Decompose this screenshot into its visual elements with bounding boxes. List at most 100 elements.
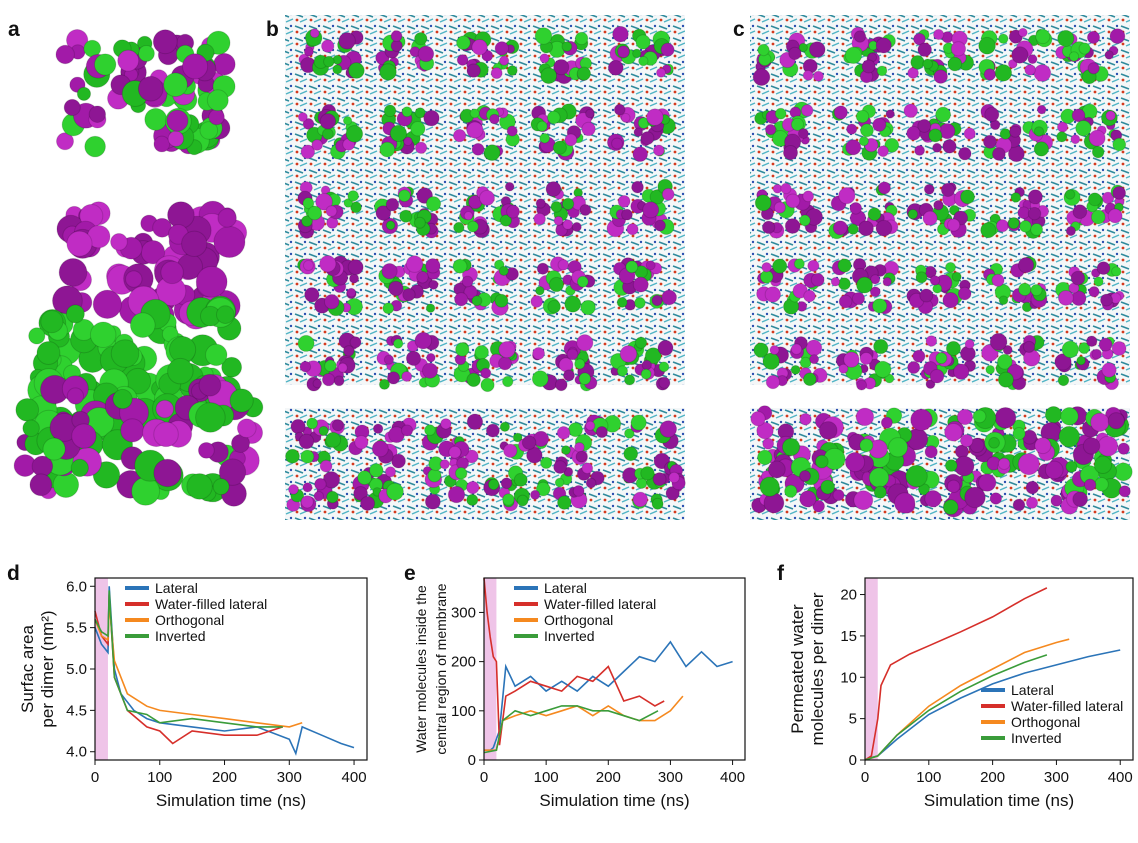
atom (531, 490, 540, 499)
atom (187, 474, 213, 500)
atom (643, 202, 659, 218)
atom (1084, 479, 1095, 490)
legend-label: Lateral (155, 580, 198, 596)
atom (499, 56, 508, 65)
atom (457, 36, 471, 50)
x-tick-label: 0 (480, 769, 488, 786)
atom (326, 432, 341, 447)
atom (1097, 262, 1110, 275)
atom (301, 450, 314, 463)
atom (286, 449, 300, 463)
atom (1073, 492, 1088, 507)
atom (758, 450, 773, 465)
atom (113, 389, 132, 408)
atom (961, 190, 975, 204)
atom (1076, 120, 1091, 135)
highlight-region (95, 578, 108, 760)
atom (586, 109, 595, 118)
atom (1089, 287, 1099, 297)
atom (1065, 190, 1075, 200)
atom (763, 353, 779, 369)
atom (936, 107, 951, 122)
atom (766, 375, 779, 388)
atom (633, 277, 648, 292)
atom (1026, 497, 1037, 508)
atom (168, 131, 183, 146)
atom (1077, 356, 1086, 365)
y-tick-label: 100 (451, 703, 476, 720)
atom (635, 297, 646, 308)
atom (945, 460, 957, 472)
atom (387, 483, 404, 500)
x-tick-label: 300 (658, 769, 683, 786)
atom (557, 426, 570, 439)
atom (499, 341, 515, 357)
atom (314, 491, 324, 501)
atom (923, 59, 933, 69)
atom (554, 461, 567, 474)
atom (411, 122, 425, 136)
atom (669, 472, 679, 482)
atom (320, 114, 335, 129)
atom (305, 288, 319, 302)
atom (400, 210, 412, 222)
atom (875, 361, 891, 377)
atom (993, 148, 1006, 161)
atom (93, 290, 121, 318)
atom (111, 340, 139, 368)
atom (636, 35, 650, 49)
atom (1037, 105, 1046, 114)
atom (347, 288, 356, 297)
atom (856, 408, 874, 426)
atom (952, 272, 961, 281)
atom (617, 297, 627, 307)
y-axis-label: molecules per dimer (808, 592, 827, 745)
atom (869, 468, 889, 488)
x-tick-label: 200 (212, 769, 237, 786)
atom (533, 347, 545, 359)
atom (455, 293, 468, 306)
atom (624, 375, 634, 385)
atom (206, 344, 227, 365)
atom (943, 140, 956, 153)
atom (562, 446, 571, 455)
atom (307, 418, 318, 429)
atom (1013, 427, 1025, 439)
atom (161, 261, 183, 283)
y-tick-label: 15 (840, 628, 857, 645)
atom (576, 451, 587, 462)
atom (390, 125, 406, 141)
atom (1061, 408, 1079, 426)
atom (755, 195, 771, 211)
panel-label: d (7, 562, 20, 585)
atom (1094, 277, 1103, 286)
atom (596, 427, 607, 438)
atom (343, 116, 351, 124)
x-tick-label: 200 (980, 769, 1005, 786)
atom (906, 465, 928, 487)
atom (819, 422, 837, 440)
atom (383, 303, 394, 314)
atom (1113, 138, 1126, 151)
atom (118, 50, 139, 71)
atom (417, 271, 429, 283)
atom (577, 335, 593, 351)
atom (425, 494, 440, 509)
atom (547, 111, 560, 124)
atom (947, 480, 959, 492)
atom (751, 412, 765, 426)
atom (785, 219, 800, 234)
legend-label: Inverted (1011, 730, 1062, 746)
atom (90, 322, 116, 348)
x-axis-label: Simulation time (ns) (924, 791, 1074, 810)
atom (646, 261, 655, 270)
atom (635, 337, 646, 348)
atom (1098, 436, 1118, 456)
atom (943, 293, 958, 308)
y-tick-label: 5.0 (66, 661, 87, 678)
atom (59, 259, 87, 287)
atom (775, 108, 786, 119)
atom (310, 29, 319, 38)
atom (781, 183, 791, 193)
atom (894, 493, 914, 513)
